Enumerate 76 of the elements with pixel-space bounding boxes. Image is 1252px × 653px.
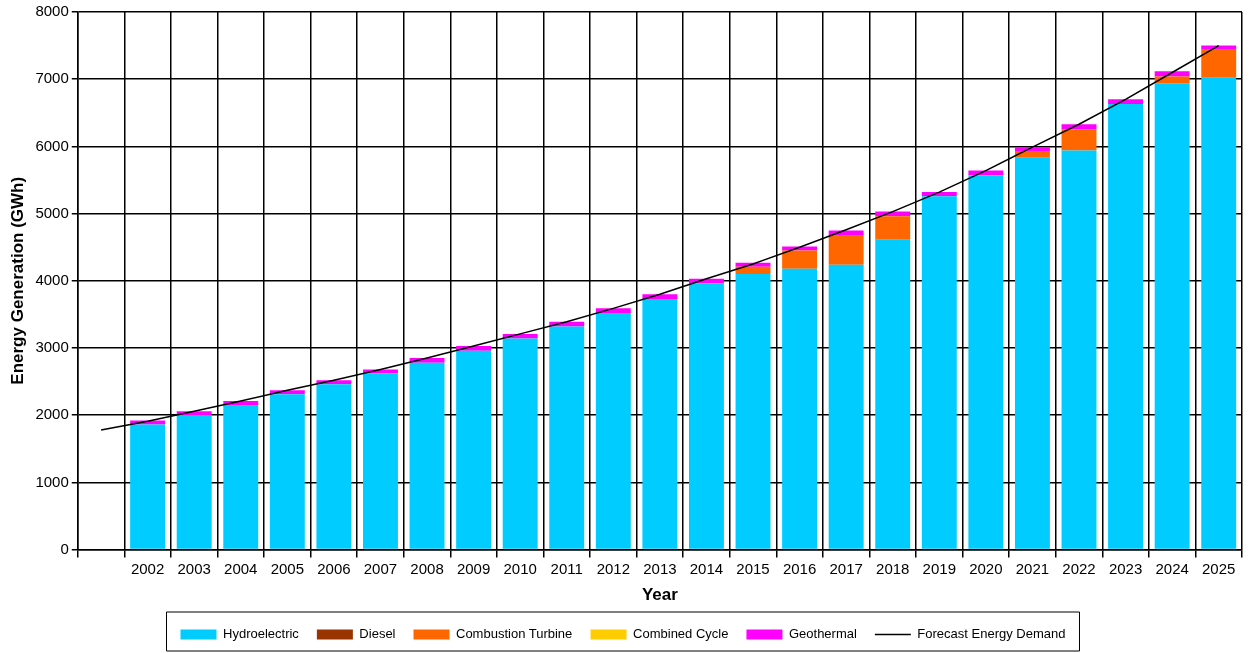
x-axis-title: Year: [641, 585, 679, 605]
legend-label: Geothermal: [788, 626, 857, 642]
y-tick-label: 3000: [35, 338, 69, 356]
x-tick-label: 2016: [782, 559, 817, 577]
bar: [642, 298, 678, 549]
y-tick-label: 7000: [35, 69, 69, 87]
bar: [502, 338, 538, 549]
bar: [828, 264, 864, 549]
x-tick-label: 2017: [829, 559, 863, 577]
x-tick-label: 2014: [689, 559, 724, 577]
y-tick-label: 0: [60, 539, 69, 557]
bar: [875, 216, 911, 240]
x-tick-label: 2024: [1155, 559, 1189, 577]
bar: [456, 350, 492, 549]
x-tick-label: 2022: [1062, 559, 1096, 577]
bar: [782, 268, 818, 549]
legend-label: Hydroelectric: [223, 626, 300, 642]
bar: [688, 283, 724, 549]
bar: [782, 250, 818, 269]
x-tick-label: 2003: [177, 559, 211, 577]
legend-label: Diesel: [359, 626, 396, 642]
legend-label: Combustion Turbine: [455, 626, 573, 642]
bar: [1201, 77, 1237, 549]
y-axis-title: Energy Generation (GWh): [7, 176, 27, 385]
bar: [316, 384, 352, 549]
x-tick-label: 2011: [550, 559, 583, 577]
bar: [1108, 104, 1144, 549]
bar: [176, 415, 212, 549]
y-tick-label: 2000: [35, 405, 69, 423]
bar: [363, 373, 398, 549]
bar: [1201, 49, 1237, 78]
x-tick-label: 2007: [363, 559, 398, 577]
bar: [735, 274, 771, 549]
x-tick-label: 2008: [410, 559, 444, 577]
bar: [130, 424, 166, 549]
x-tick-label: 2004: [224, 559, 258, 577]
legend-label: Combined Cycle: [633, 626, 729, 642]
x-tick-label: 2006: [317, 559, 351, 577]
x-tick-label: 2010: [503, 559, 537, 577]
bar: [223, 405, 259, 549]
bar: [595, 313, 631, 549]
bar: [549, 326, 585, 549]
x-tick-label: 2023: [1108, 559, 1143, 577]
bar: [921, 196, 957, 549]
y-tick-label: 1000: [35, 472, 69, 490]
x-tick-label: 2002: [130, 559, 165, 577]
bar: [828, 235, 864, 265]
y-tick-label: 5000: [35, 203, 69, 221]
bar: [1014, 147, 1050, 152]
x-tick-label: 2012: [596, 559, 630, 577]
bar: [1108, 99, 1144, 105]
x-tick-label: 2021: [1015, 559, 1050, 577]
y-tick-label: 8000: [35, 2, 69, 20]
x-tick-label: 2013: [643, 559, 677, 577]
x-tick-label: 2020: [969, 559, 1003, 577]
x-tick-label: 2015: [736, 559, 770, 577]
y-tick-label: 6000: [35, 136, 69, 154]
bar: [875, 239, 911, 549]
bar: [968, 175, 1004, 549]
legend-label: Forecast Energy Demand: [917, 626, 1066, 642]
bar: [1061, 129, 1097, 151]
bar: [1154, 83, 1190, 549]
x-tick-label: 2005: [270, 559, 305, 577]
x-tick-label: 2019: [922, 559, 956, 577]
bar: [409, 362, 445, 549]
x-tick-label: 2009: [456, 559, 491, 577]
bar: [1014, 151, 1050, 158]
bar: [1201, 45, 1237, 50]
x-tick-label: 2018: [876, 559, 910, 577]
bar: [1154, 71, 1190, 77]
bar: [269, 394, 305, 549]
bar: [1061, 150, 1097, 549]
bar: [1061, 124, 1097, 130]
y-tick-label: 4000: [35, 270, 69, 288]
bar: [1014, 157, 1050, 549]
x-tick-label: 2025: [1202, 559, 1236, 577]
